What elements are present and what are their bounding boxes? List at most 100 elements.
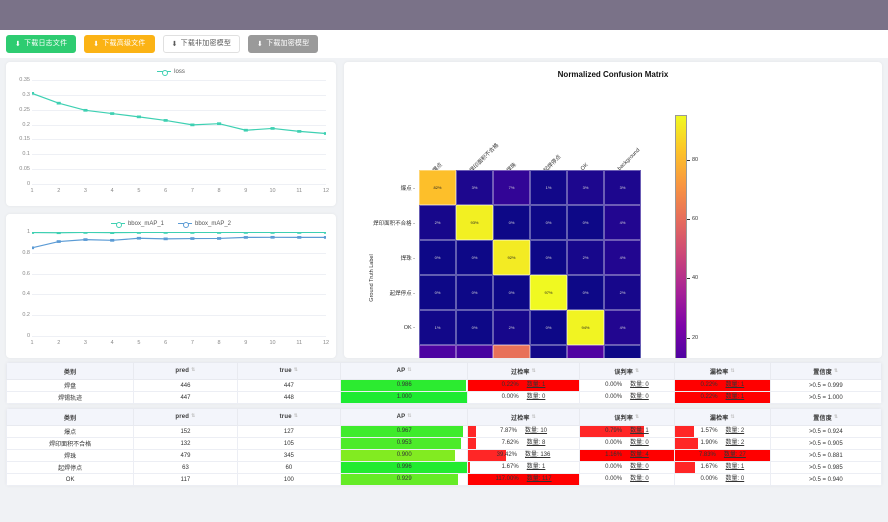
sort-icon[interactable]: ⇅ — [407, 412, 412, 419]
download-icon: ⬇ — [93, 40, 100, 48]
legend-marker-icon — [157, 68, 172, 76]
legend-item-bbox-map-1[interactable]: bbox_mAP_1 — [110, 220, 164, 228]
cm-cell: 12% — [419, 345, 456, 358]
column-header-7[interactable]: 置信度 ⇅ — [769, 362, 882, 380]
cell-miss-rate-count: 数量: 2 — [725, 428, 745, 434]
confusion-matrix-panel: Normalized Confusion Matrix 爆点 焊印面积不合格 焊珠起… — [344, 62, 882, 358]
map-line-svg — [29, 231, 329, 250]
cell-class: 焊印面积不合格 — [6, 437, 135, 450]
cell-true: 100 — [236, 473, 342, 486]
column-header-3[interactable]: AP ⇅ — [340, 362, 469, 380]
cell-ap-value: 0.967 — [396, 428, 412, 434]
y-tick-label: 0.1 — [22, 151, 30, 158]
cm-y-tick-label: OK - — [403, 324, 415, 331]
cell-over-detection-rate-value: 117.00% — [495, 476, 519, 482]
legend-marker-icon — [178, 220, 192, 228]
sort-icon[interactable]: ⇅ — [730, 368, 735, 375]
map-plot-area: 1 0.8 0.6 0.4 0.2 0 1 2 3 4 5 6 7 8 9 10 11 12 — [6, 229, 332, 358]
x-tick-label: 5 — [137, 188, 141, 194]
per-class-metrics-table: 类别 pred ⇅ true ⇅ AP ⇅ 过检率 ⇅ 误判率 ⇅ 漏检率 ⇅ 置信度 ⇅ 爆点 152 127… — [6, 408, 882, 486]
column-header-2[interactable]: true ⇅ — [236, 408, 342, 426]
sort-icon[interactable]: ⇅ — [531, 368, 537, 375]
cell-over-detection-rate-count: 数量: 1 — [526, 382, 546, 388]
gridline — [32, 184, 326, 185]
cell-over-detection-rate: 0.00% 数量: 0 — [467, 391, 580, 404]
download-encrypted-model-label: 下载加密模型 — [266, 40, 310, 47]
sort-icon[interactable]: ⇅ — [635, 368, 640, 375]
column-header-2[interactable]: true ⇅ — [236, 362, 342, 380]
column-header-4[interactable]: 过检率 ⇅ — [467, 408, 580, 426]
download-advanced-file-label: 下载高级文件 — [102, 40, 146, 47]
sort-icon[interactable]: ⇅ — [833, 414, 839, 421]
x-tick-label: 4 — [110, 340, 114, 346]
table-row[interactable]: 焊盘 446 447 0.986 0.22% 数量: 1 0.00% 数量: 0 0.22% 数量… — [6, 379, 882, 392]
column-header-5[interactable]: 误判率 ⇅ — [578, 408, 676, 426]
x-tick-label: 2 — [57, 340, 61, 346]
table-row[interactable]: 焊锡轨迹 447 448 1.000 0.00% 数量: 0 0.00% 数量: 0 0.22%… — [6, 391, 882, 404]
column-header-5[interactable]: 误判率 ⇅ — [578, 362, 676, 380]
download-unencrypted-model-button[interactable]: ⬇ 下载非加密模型 — [162, 35, 241, 53]
cell-class: 焊锡轨迹 — [6, 391, 135, 404]
cell-ap: 1.000 — [340, 391, 469, 404]
sort-icon[interactable]: ⇅ — [293, 412, 299, 419]
colorbar-tick-mark — [687, 159, 690, 161]
cell-over-detection-rate: 117.00% 数量: 117 — [467, 473, 580, 486]
sort-icon[interactable]: ⇅ — [191, 412, 196, 419]
cell-over-detection-rate-count: 数量: 10 — [525, 428, 548, 434]
gridline — [32, 336, 326, 337]
download-encrypted-model-button[interactable]: ⬇ 下载加密模型 — [248, 35, 319, 53]
sort-icon[interactable]: ⇅ — [531, 414, 537, 421]
summary-table-body: 焊盘 446 447 0.986 0.22% 数量: 1 0.00% 数量: 0 0.22% 数量… — [6, 379, 882, 404]
y-tick-label: 0 — [26, 181, 30, 187]
cm-cell: 2% — [419, 205, 456, 240]
x-tick-label: 6 — [164, 188, 168, 194]
legend-item-bbox-map-2[interactable]: bbox_mAP_2 — [178, 220, 231, 228]
column-header-6[interactable]: 漏检率 ⇅ — [674, 362, 771, 380]
sort-icon[interactable]: ⇅ — [833, 368, 839, 375]
loss-x-axis-labels: 1 2 3 4 5 6 7 8 9 10 11 12 — [30, 188, 329, 200]
per-class-table-head: 类别 pred ⇅ true ⇅ AP ⇅ 过检率 ⇅ 误判率 ⇅ 漏检率 ⇅ 置信度 ⇅ — [6, 408, 882, 426]
column-header-3[interactable]: AP ⇅ — [340, 408, 469, 426]
sort-icon[interactable]: ⇅ — [635, 414, 640, 421]
download-icon: ⬇ — [171, 40, 178, 48]
sort-icon[interactable]: ⇅ — [730, 414, 735, 421]
sort-icon[interactable]: ⇅ — [293, 366, 299, 373]
cm-cell: 0% — [530, 310, 567, 345]
cm-cell: 0% — [456, 310, 493, 345]
x-tick-label: 11 — [296, 188, 303, 194]
sort-icon[interactable]: ⇅ — [407, 366, 412, 373]
cell-over-detection-rate: 1.67% 数量: 1 — [467, 461, 580, 474]
column-header-1[interactable]: pred ⇅ — [133, 362, 238, 380]
top-header-bar — [0, 0, 888, 30]
cell-class: 爆点 — [6, 425, 135, 438]
download-advanced-file-button[interactable]: ⬇ 下载高级文件 — [84, 35, 155, 53]
colorbar-tick-label: 80 — [692, 156, 699, 163]
cm-cell: 3% — [456, 170, 493, 205]
cell-false-positive-rate-count: 数量: 4 — [630, 452, 649, 458]
table-row[interactable]: 爆点 152 127 0.967 7.87% 数量: 10 0.79% 数量: 1 1.57% 数… — [6, 425, 882, 438]
legend-marker-icon — [110, 220, 125, 228]
cm-cell: 4% — [604, 240, 641, 275]
sort-icon[interactable]: ⇅ — [191, 366, 196, 373]
table-row[interactable]: OK 117 100 0.929 117.00% 数量: 117 0.00% 数量: 0 0.0… — [6, 473, 882, 486]
column-header-1[interactable]: pred ⇅ — [133, 408, 238, 426]
table-row[interactable]: 起焊停点 63 60 0.996 1.67% 数量: 1 0.00% 数量: 0 1.67% 数量… — [6, 461, 882, 474]
cell-confidence: >0.5 = 0.905 — [769, 437, 882, 450]
download-log-file-button[interactable]: ⬇ 下载日志文件 — [6, 35, 77, 53]
table-row[interactable]: 焊珠 479 345 0.900 39.42% 数量: 136 1.16% 数量: 4 7.83… — [6, 449, 882, 462]
x-tick-label: 10 — [269, 188, 276, 194]
download-log-file-label: 下载日志文件 — [24, 40, 68, 47]
gridline — [32, 154, 326, 156]
cell-false-positive-rate: 0.00% 数量: 0 — [578, 437, 676, 450]
y-tick-label: 0.2 — [22, 312, 30, 319]
table-row[interactable]: 焊印面积不合格 132 105 0.953 7.62% 数量: 8 0.00% 数量: 0 1.… — [6, 437, 882, 450]
cell-false-positive-rate-count: 数量: 0 — [630, 394, 649, 400]
cell-false-positive-rate: 1.16% 数量: 4 — [578, 449, 676, 462]
column-header-4[interactable]: 过检率 ⇅ — [467, 362, 580, 380]
column-header-7[interactable]: 置信度 ⇅ — [769, 408, 882, 426]
x-tick-label: 6 — [164, 340, 168, 346]
column-header-6[interactable]: 漏检率 ⇅ — [674, 408, 771, 426]
cm-cell: 0% — [419, 240, 456, 275]
legend-item-loss[interactable]: loss — [157, 68, 185, 76]
